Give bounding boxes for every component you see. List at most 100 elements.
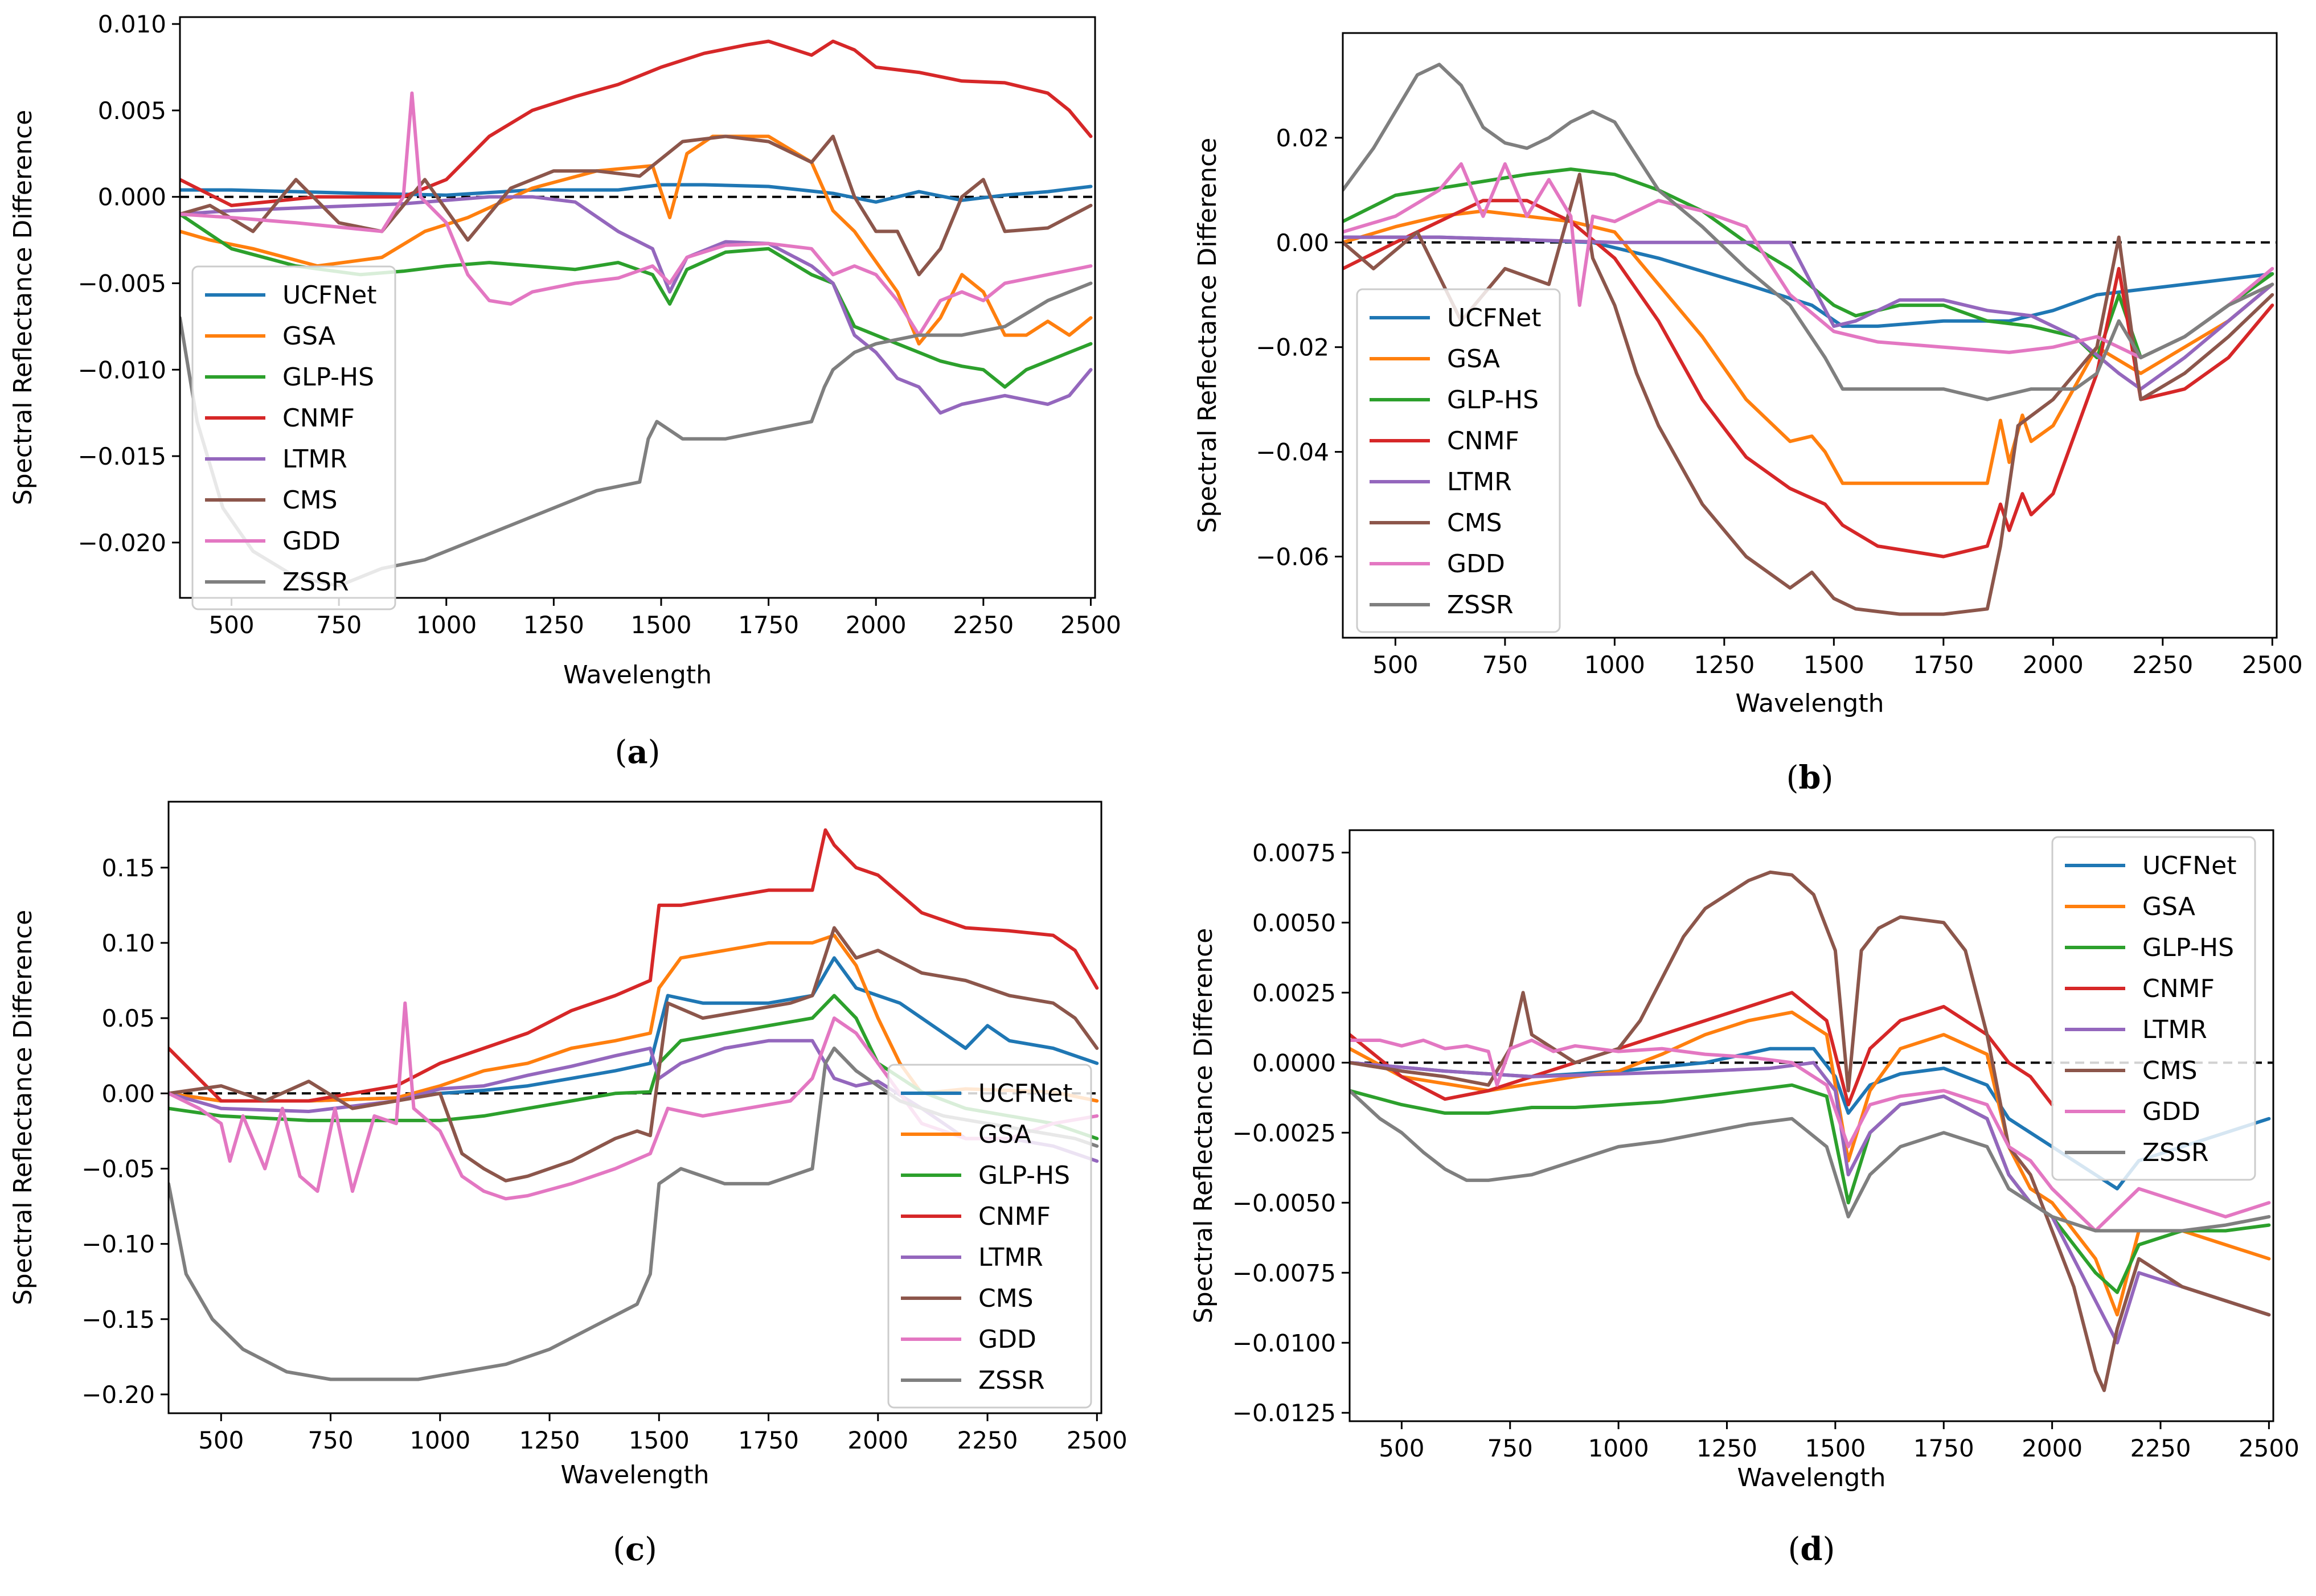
series-line-zssr	[1350, 1089, 2271, 1233]
x-tick-label: 1750	[1913, 651, 1974, 679]
panel-a: 500 750 1000 1250 1500 1750 2000 2250 2500 −0.020…	[9, 10, 1121, 771]
x-tick-label: 1250	[1696, 1434, 1757, 1462]
legend-label-ltmr: LTMR	[1447, 467, 1512, 497]
x-tick-label: 1750	[738, 611, 799, 639]
x-tick-label: 500	[1379, 1434, 1424, 1462]
x-tick-label: 1000	[416, 611, 477, 639]
series-line-gsa	[1343, 209, 2274, 485]
y-tick-label: −0.015	[78, 442, 166, 470]
legend-label-zssr: ZSSR	[282, 568, 349, 597]
legend-label-zssr: ZSSR	[978, 1366, 1045, 1395]
y-tick-label: −0.0125	[1232, 1399, 1336, 1427]
plot-frame	[1342, 32, 2278, 639]
legend-label-ucfnet: UCFNet	[978, 1079, 1072, 1108]
legend-label-ltmr: LTMR	[2142, 1015, 2207, 1044]
x-tick-label: 2500	[1067, 1426, 1128, 1454]
y-tick-label: 0.0025	[1252, 979, 1336, 1007]
x-tick-label: 1250	[523, 611, 584, 639]
x-tick-label: 750	[1482, 651, 1528, 679]
series-group	[1343, 63, 2274, 616]
x-tick-label: 2500	[2242, 651, 2303, 679]
panel-b: 500 750 1000 1250 1500 1750 2000 2250 2500 −0.06 −…	[1193, 32, 2303, 797]
x-tick-label: 750	[316, 611, 362, 639]
x-tick-label: 1250	[519, 1426, 580, 1454]
y-tick-label: −0.005	[78, 270, 166, 298]
legend-label-cms: CMS	[2142, 1056, 2198, 1085]
x-axis-label: Wavelength	[1735, 689, 1884, 718]
legend-label-gsa: GSA	[1447, 344, 1500, 374]
x-tick-label: 1500	[631, 611, 692, 639]
legend-label-cnmf: CNMF	[978, 1202, 1051, 1231]
y-tick-label: −0.04	[1256, 438, 1329, 466]
y-tick-label: 0.005	[98, 97, 166, 125]
y-axis-label: Spectral Reflectance Difference	[9, 910, 38, 1305]
series-line-ltmr	[180, 195, 1093, 415]
x-tick-label: 2250	[953, 611, 1014, 639]
series-line-cnmf	[169, 828, 1099, 1103]
panel-c: 500 750 1000 1250 1500 1750 2000 2250 2500 −0.20 −…	[9, 801, 1128, 1568]
y-tick-label: −0.0025	[1232, 1119, 1336, 1147]
y-tick-label: −0.0075	[1232, 1259, 1336, 1287]
y-tick-label: 0.15	[101, 854, 155, 882]
y-tick-label: 0.10	[101, 929, 155, 957]
x-tick-label: 500	[198, 1426, 244, 1454]
y-axis-label: Spectral Reflectance Difference	[1193, 138, 1222, 533]
y-tick-label: 0.05	[101, 1004, 155, 1032]
legend-label-gdd: GDD	[282, 527, 341, 556]
x-tick-label: 2000	[847, 1426, 908, 1454]
x-tick-label: 500	[208, 611, 254, 639]
legend-label-gdd: GDD	[1447, 549, 1505, 579]
x-tick-label: 1000	[409, 1426, 470, 1454]
legend-label-gdd: GDD	[2142, 1097, 2200, 1126]
y-tick-label: 0.00	[101, 1080, 155, 1107]
y-tick-label: −0.06	[1256, 543, 1329, 571]
x-tick-label: 1000	[1588, 1434, 1649, 1462]
legend-box	[887, 1064, 1092, 1409]
legend-label-gsa: GSA	[2142, 892, 2195, 921]
y-tick-label: −0.02	[1256, 334, 1329, 362]
legend-box	[1356, 288, 1561, 633]
series-line-gdd	[1343, 162, 2274, 360]
legend-label-glp-hs: GLP-HS	[978, 1161, 1070, 1190]
y-tick-label: 0.02	[1276, 124, 1329, 152]
series-line-ltmr	[1343, 235, 2274, 391]
legend-label-cnmf: CNMF	[2142, 974, 2215, 1003]
x-tick-label: 2000	[2023, 651, 2084, 679]
x-tick-label: 1750	[1913, 1434, 1974, 1462]
series-line-cms	[169, 926, 1099, 1183]
legend-label-ucfnet: UCFNet	[1447, 303, 1541, 333]
series-line-gdd	[1350, 1039, 2271, 1233]
panel-caption: (a)	[614, 733, 660, 771]
legend-label-gdd: GDD	[978, 1325, 1036, 1354]
legend-box	[191, 265, 396, 610]
x-tick-label: 1500	[1805, 1434, 1866, 1462]
legend-label-ucfnet: UCFNet	[2142, 851, 2236, 880]
y-tick-label: −0.20	[81, 1381, 155, 1409]
series-group	[180, 39, 1093, 588]
y-tick-label: 0.00	[1276, 229, 1329, 257]
legend-label-zssr: ZSSR	[2142, 1138, 2209, 1167]
series-line-cms	[1343, 173, 2274, 616]
x-tick-label: 2250	[2130, 1434, 2191, 1462]
y-axis-label: Spectral Reflectance Difference	[1189, 928, 1218, 1323]
x-axis-label: Wavelength	[1737, 1463, 1885, 1492]
x-tick-label: 2500	[2239, 1434, 2299, 1462]
x-tick-label: 2500	[1060, 611, 1121, 639]
series-line-ltmr	[1350, 1061, 2271, 1345]
legend-label-glp-hs: GLP-HS	[2142, 933, 2234, 962]
series-line-glp-hs	[180, 212, 1093, 389]
y-tick-label: 0.000	[98, 183, 166, 211]
panel-caption: (c)	[613, 1531, 657, 1568]
panel-d: 500 750 1000 1250 1500 1750 2000 2250 2500 −0.012…	[1189, 829, 2299, 1568]
legend-label-gsa: GSA	[282, 322, 335, 351]
legend-label-cms: CMS	[1447, 508, 1502, 538]
y-tick-label: 0.0075	[1252, 839, 1336, 867]
legend-label-gsa: GSA	[978, 1120, 1031, 1149]
legend-label-ltmr: LTMR	[282, 445, 347, 474]
x-tick-label: 2250	[957, 1426, 1018, 1454]
y-axis-label: Spectral Reflectance Difference	[9, 110, 38, 505]
y-tick-label: −0.15	[81, 1306, 155, 1334]
x-tick-label: 750	[308, 1426, 353, 1454]
legend-label-cnmf: CNMF	[282, 404, 355, 433]
